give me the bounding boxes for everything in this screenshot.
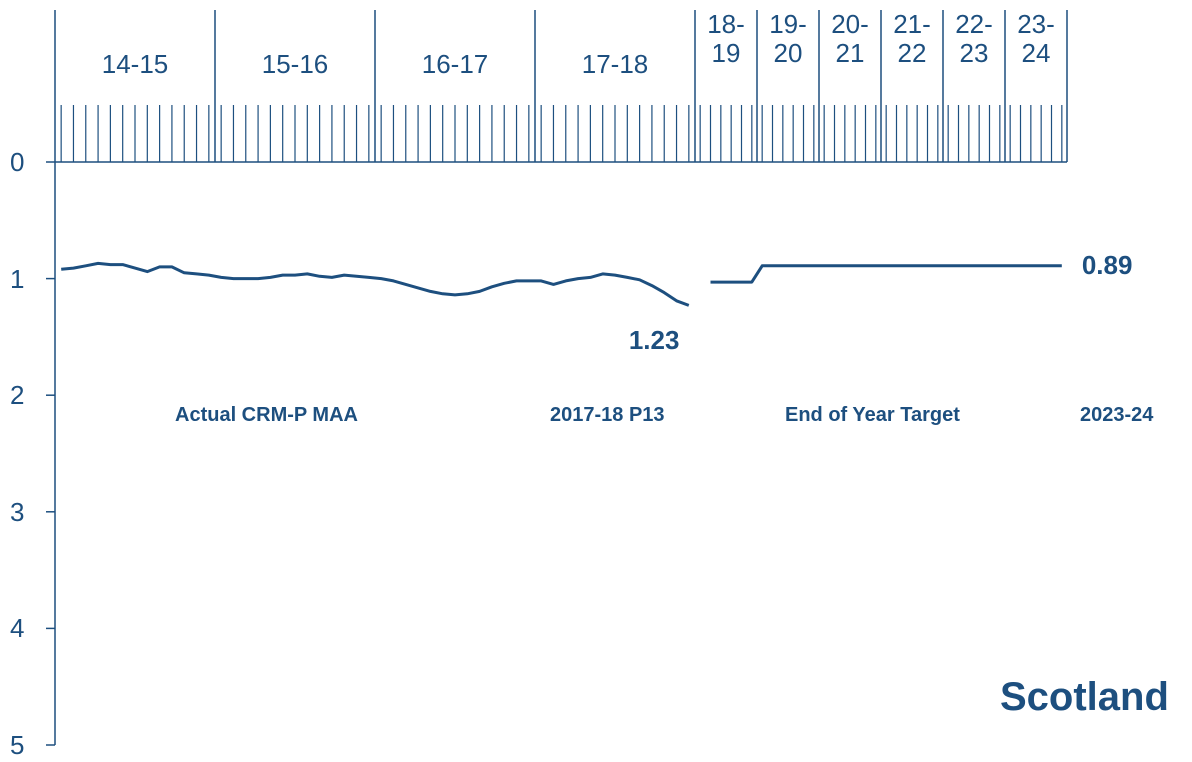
annotation: 2017-18 P13 — [550, 404, 665, 426]
y-tick-label: 3 — [10, 496, 25, 527]
value-label: 0.89 — [1081, 249, 1133, 280]
annotation: 2023-24 — [1080, 404, 1154, 426]
y-tick-label: 1 — [10, 263, 25, 294]
y-tick-label: 0 — [10, 147, 25, 177]
year-label: 21-22 — [893, 9, 931, 68]
year-label: 16-17 — [421, 49, 489, 79]
value-label: 1.23 — [628, 325, 680, 356]
year-label: 17-18 — [581, 49, 649, 79]
y-tick-label: 2 — [10, 380, 25, 411]
line-series — [61, 261, 690, 307]
year-label: 18-19 — [707, 9, 745, 68]
year-label: 14-15 — [101, 49, 169, 79]
line-series — [710, 264, 1062, 284]
year-label: 22-23 — [955, 9, 993, 68]
y-tick-label: 5 — [10, 730, 25, 760]
year-label: 15-16 — [261, 49, 329, 79]
year-label: 20-21 — [831, 9, 869, 68]
annotation: Actual CRM-P MAA — [175, 404, 358, 426]
year-label: 23-24 — [1017, 9, 1055, 68]
chart-title: Scotland — [1000, 675, 1169, 719]
year-label: 19-20 — [769, 9, 807, 68]
y-tick-label: 4 — [10, 613, 25, 644]
annotation: End of Year Target — [785, 404, 960, 426]
